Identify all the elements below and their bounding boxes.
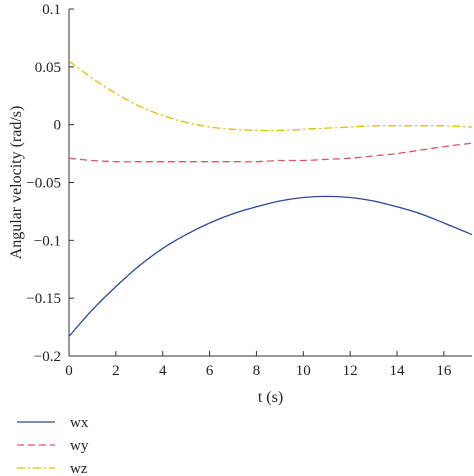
- x-tick-label: 2: [112, 363, 120, 379]
- series-line-wx: [68, 195, 473, 337]
- y-axis-title: Angular velocity (rad/s): [8, 106, 25, 260]
- series-line-wz: [68, 60, 473, 132]
- legend-label-wz: wz: [70, 461, 88, 476]
- y-tick-label: 0: [54, 118, 62, 134]
- legend-label-wy: wy: [70, 438, 89, 454]
- plot-frame: [68, 9, 472, 357]
- x-tick-label: 4: [159, 363, 167, 379]
- x-axis: 0 2 4 6 8 10 12 14 16: [65, 351, 452, 379]
- y-tick-label: −0.15: [26, 291, 61, 307]
- legend: wx wy wz: [17, 415, 89, 476]
- y-axis: 0.1 0.05 0 −0.05 −0.1 −0.15 −0.2: [26, 2, 74, 365]
- y-tick-label: −0.2: [34, 349, 61, 365]
- y-tick-label: −0.1: [34, 233, 61, 249]
- y-tick-label: 0.05: [35, 60, 61, 76]
- x-tick-label: 12: [343, 363, 358, 379]
- series-line-wy: [68, 142, 473, 163]
- x-tick-label: 6: [206, 363, 214, 379]
- y-tick-label: 0.1: [42, 2, 61, 18]
- legend-label-wx: wx: [70, 415, 89, 431]
- x-tick-label: 10: [296, 363, 311, 379]
- x-axis-title: t (s): [258, 389, 283, 406]
- series-lines: [68, 60, 473, 337]
- x-tick-label: 16: [436, 363, 452, 379]
- x-tick-label: 8: [253, 363, 261, 379]
- x-tick-label: 14: [390, 363, 406, 379]
- y-tick-label: −0.05: [26, 176, 61, 192]
- x-tick-label: 0: [65, 363, 73, 379]
